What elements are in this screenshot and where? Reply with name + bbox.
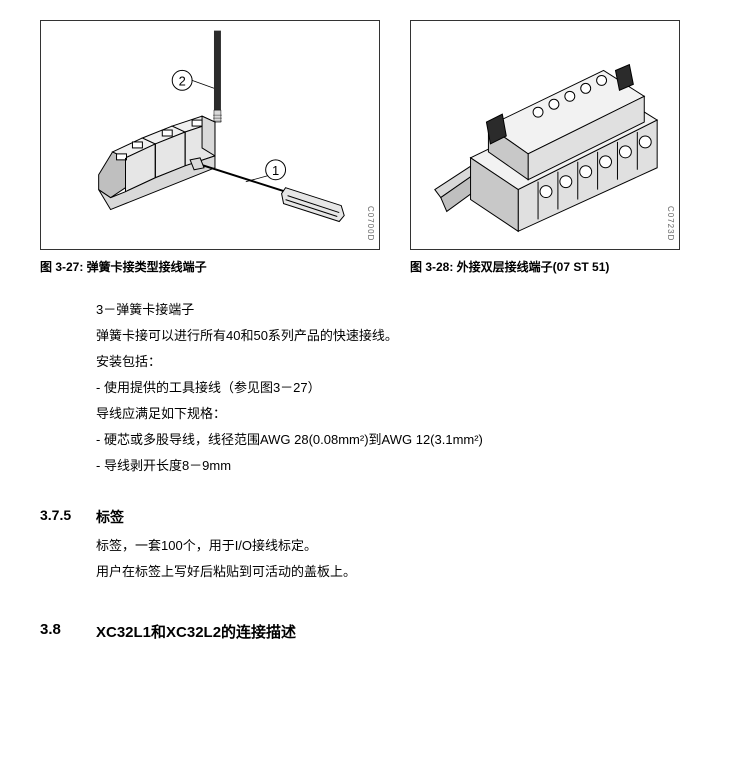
body-line: 安装包括： — [96, 349, 707, 375]
figures-row: 2 — [40, 20, 707, 250]
section-3-8: 3.8 XC32L1和XC32L2的连接描述 — [40, 621, 707, 642]
body-line: 导线应满足如下规格： — [96, 401, 707, 427]
subsection-number: 3.7.5 — [40, 507, 80, 527]
spring-terminal-diagram: 2 — [41, 20, 379, 250]
figure-3-27: 2 — [40, 20, 380, 250]
caption-3-27: 图 3-27: 弹簧卡接类型接线端子 — [40, 258, 380, 275]
section-title: XC32L1和XC32L2的连接描述 — [96, 621, 296, 642]
body-line: 弹簧卡接可以进行所有40和50系列产品的快速接线。 — [96, 323, 707, 349]
body-text-block-2: 标签，一套100个，用于I/O接线标定。 用户在标签上写好后粘贴到可活动的盖板上… — [96, 533, 707, 585]
section-number: 3.8 — [40, 621, 80, 642]
caption-3-28: 图 3-28: 外接双层接线端子(07 ST 51) — [410, 258, 680, 275]
body-line: 3－弹簧卡接端子 — [96, 297, 707, 323]
subsection-title: 标签 — [96, 507, 124, 527]
body-line: - 导线剥开长度8－9mm — [96, 453, 707, 479]
body-line: - 硬芯或多股导线，线径范围AWG 28(0.08mm²)到AWG 12(3.1… — [96, 427, 707, 453]
subsection-3-7-5: 3.7.5 标签 — [40, 507, 707, 527]
body-line: 用户在标签上写好后粘贴到可活动的盖板上。 — [96, 559, 707, 585]
figure-side-label-left: C0700D — [366, 206, 375, 241]
figure-side-label-right: C0723D — [666, 206, 675, 241]
body-line: 标签，一套100个，用于I/O接线标定。 — [96, 533, 707, 559]
figure-3-28: C0723D — [410, 20, 680, 250]
svg-text:2: 2 — [179, 73, 186, 88]
double-tier-terminal-diagram — [411, 20, 679, 250]
body-line: - 使用提供的工具接线（参见图3－27） — [96, 375, 707, 401]
caption-row: 图 3-27: 弹簧卡接类型接线端子 图 3-28: 外接双层接线端子(07 S… — [40, 258, 707, 275]
svg-text:1: 1 — [272, 163, 279, 178]
body-text-block-1: 3－弹簧卡接端子 弹簧卡接可以进行所有40和50系列产品的快速接线。 安装包括：… — [96, 297, 707, 479]
